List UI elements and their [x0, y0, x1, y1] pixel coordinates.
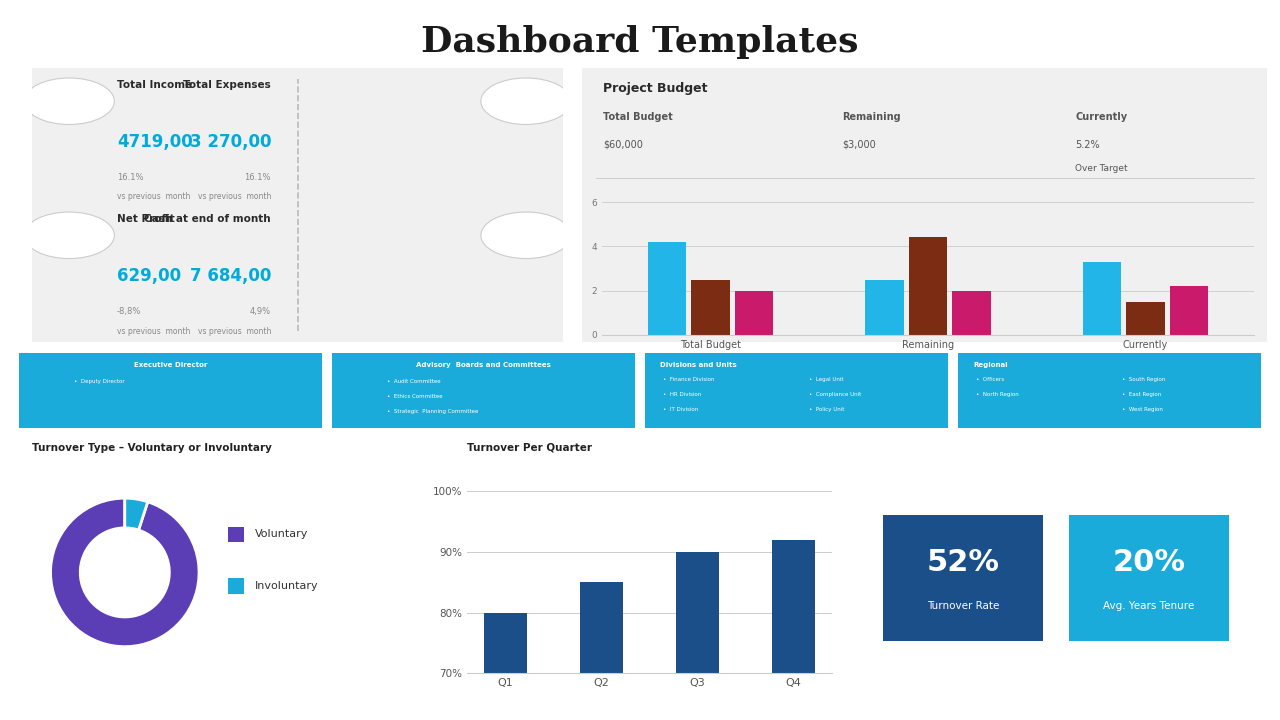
Text: 16.1%: 16.1% — [244, 174, 271, 182]
FancyBboxPatch shape — [572, 64, 1277, 346]
Bar — [1126, 302, 1165, 335]
FancyBboxPatch shape — [634, 350, 960, 431]
Text: •  Audit Committee: • Audit Committee — [387, 379, 440, 384]
Bar — [228, 526, 244, 542]
Text: •  North Region: • North Region — [977, 392, 1019, 397]
Text: Total Income: Total Income — [116, 81, 192, 90]
Text: Net Profit: Net Profit — [116, 215, 175, 225]
Text: •  Ethics Committee: • Ethics Committee — [387, 395, 443, 400]
Bar — [648, 242, 686, 335]
Text: 52%: 52% — [927, 548, 1000, 577]
Text: 3 270,00: 3 270,00 — [189, 133, 271, 151]
FancyBboxPatch shape — [320, 350, 646, 431]
Text: -8,8%: -8,8% — [116, 307, 141, 316]
Text: vs previous  month: vs previous month — [116, 192, 191, 202]
Bar — [1083, 262, 1121, 335]
Bar — [484, 613, 527, 720]
Text: Involuntary: Involuntary — [255, 581, 319, 591]
Text: Divisions and Units: Divisions and Units — [660, 362, 737, 368]
Text: 7 684,00: 7 684,00 — [189, 267, 271, 285]
Text: Regional: Regional — [973, 362, 1007, 368]
FancyBboxPatch shape — [8, 350, 334, 431]
Text: •  Policy Unit: • Policy Unit — [809, 408, 844, 413]
Bar — [865, 279, 904, 335]
Text: Currently: Currently — [1075, 112, 1128, 122]
Text: Total Budget: Total Budget — [603, 112, 673, 122]
Text: Remaining: Remaining — [842, 112, 901, 122]
Bar — [228, 578, 244, 594]
Text: •  Officers: • Officers — [977, 377, 1005, 382]
Text: 4719,00: 4719,00 — [116, 133, 193, 151]
Text: 16.1%: 16.1% — [116, 174, 143, 182]
Text: 629,00: 629,00 — [116, 267, 180, 285]
Text: Over Target: Over Target — [1075, 164, 1128, 173]
Text: •  IT Division: • IT Division — [663, 408, 699, 413]
Text: $3,000: $3,000 — [842, 140, 877, 150]
FancyBboxPatch shape — [24, 64, 571, 346]
Text: •  West Region: • West Region — [1121, 408, 1162, 413]
Text: vs previous  month: vs previous month — [197, 327, 271, 336]
Bar — [1170, 286, 1208, 335]
Text: $60,000: $60,000 — [603, 140, 643, 150]
FancyBboxPatch shape — [946, 350, 1272, 431]
Bar — [580, 582, 623, 720]
Circle shape — [481, 78, 571, 125]
Text: Total Expenses: Total Expenses — [183, 81, 271, 90]
Text: Advisory  Boards and Committees: Advisory Boards and Committees — [416, 362, 550, 368]
Text: Avg. Years Tenure: Avg. Years Tenure — [1103, 600, 1194, 611]
Bar — [676, 552, 719, 720]
Circle shape — [481, 212, 571, 258]
Text: •  HR Division: • HR Division — [663, 392, 701, 397]
Text: Executive Director: Executive Director — [134, 362, 207, 368]
Text: •  Strategic  Planning Committee: • Strategic Planning Committee — [387, 410, 477, 415]
Text: •  East Region: • East Region — [1121, 392, 1161, 397]
Circle shape — [24, 212, 114, 258]
Text: Project Budget: Project Budget — [603, 82, 708, 95]
Text: Cash at end of month: Cash at end of month — [145, 215, 271, 225]
Bar — [691, 279, 730, 335]
Text: Turnover Type – Voluntary or Involuntary: Turnover Type – Voluntary or Involuntary — [32, 443, 271, 453]
Bar — [772, 540, 815, 720]
Text: •  Finance Division: • Finance Division — [663, 377, 714, 382]
Text: •  South Region: • South Region — [1121, 377, 1165, 382]
FancyBboxPatch shape — [876, 508, 1051, 647]
Bar — [735, 291, 773, 335]
Text: 4,9%: 4,9% — [250, 307, 271, 316]
Bar — [909, 238, 947, 335]
Text: Turnover Per Quarter: Turnover Per Quarter — [467, 443, 593, 453]
Text: 20%: 20% — [1112, 548, 1185, 577]
Wedge shape — [125, 498, 147, 530]
Text: •  Compliance Unit: • Compliance Unit — [809, 392, 861, 397]
FancyBboxPatch shape — [1061, 508, 1236, 647]
Bar — [952, 291, 991, 335]
Text: Turnover Rate: Turnover Rate — [927, 600, 1000, 611]
Wedge shape — [51, 498, 198, 647]
Text: Dashboard Templates: Dashboard Templates — [421, 25, 859, 59]
Text: vs previous  month: vs previous month — [116, 327, 191, 336]
Text: Voluntary: Voluntary — [255, 529, 307, 539]
Text: vs previous  month: vs previous month — [197, 192, 271, 202]
Circle shape — [24, 78, 114, 125]
Text: •  Legal Unit: • Legal Unit — [809, 377, 844, 382]
Text: 5.2%: 5.2% — [1075, 140, 1100, 150]
Text: •  Deputy Director: • Deputy Director — [74, 379, 124, 384]
